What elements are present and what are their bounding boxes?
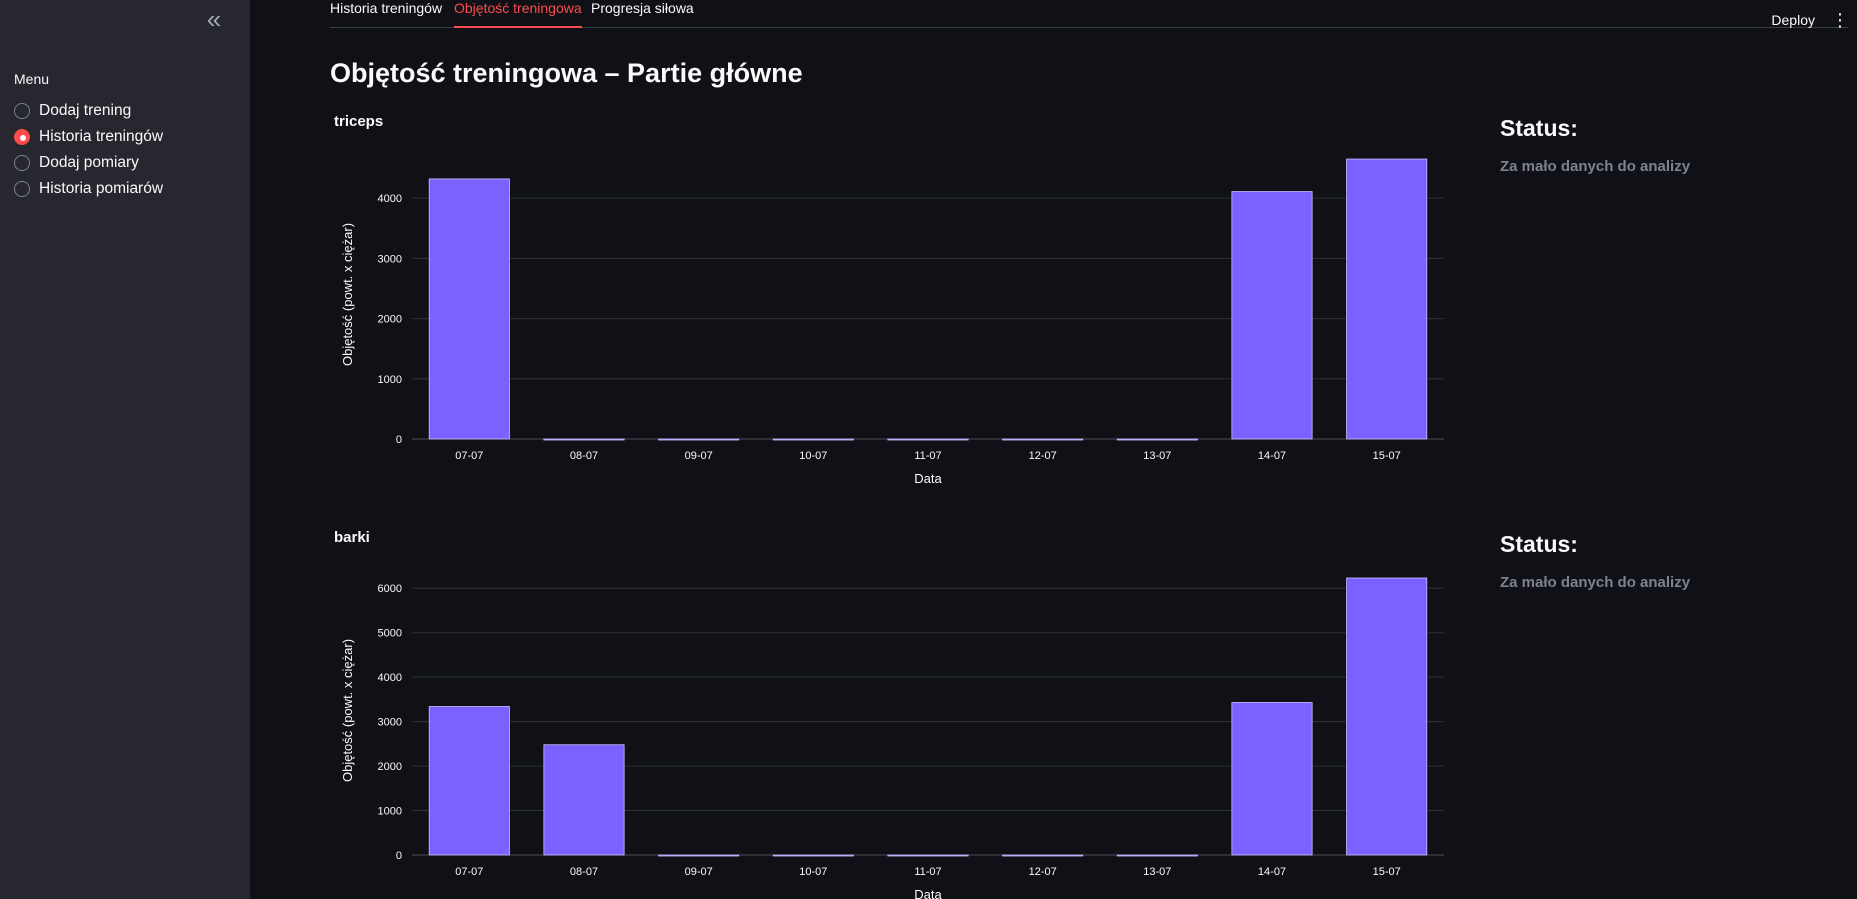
menu-item-label: Historia pomiarów (39, 180, 164, 197)
x-tick-label: 09-07 (685, 866, 713, 878)
bar (428, 706, 510, 856)
bar (1231, 191, 1313, 440)
status-text: Za mało danych do analizy (1500, 158, 1691, 175)
status-title: Status: (1500, 531, 1578, 557)
y-tick-label: 3000 (378, 717, 402, 729)
y-tick-label: 4000 (378, 672, 402, 684)
x-tick-label: 13-07 (1143, 866, 1171, 878)
x-tick-label: 08-07 (570, 450, 598, 462)
x-tick-label: 10-07 (799, 866, 827, 878)
y-tick-label: 2000 (378, 761, 402, 773)
sidebar: « Menu Dodaj trening Historia treningów … (0, 0, 250, 899)
chart-triceps: triceps 0 1000 2000 3000 4000 07-07 08-07 09-07 1… (330, 108, 1450, 528)
y-tick-label: 6000 (378, 583, 402, 595)
x-tick-label: 15-07 (1373, 450, 1401, 462)
menu-item-dodaj-pomiary[interactable]: Dodaj pomiary (14, 150, 163, 176)
x-tick-label: 09-07 (685, 450, 713, 462)
radio-button-selected-icon[interactable] (14, 129, 30, 145)
y-tick-label: 1000 (378, 806, 402, 818)
bar (1002, 438, 1084, 441)
x-tick-label: 13-07 (1143, 450, 1171, 462)
chart-barki: barki 0 1000 2000 3000 4000 5000 6000 07-07 08-07… (330, 524, 1450, 899)
y-tick-label: 0 (396, 850, 402, 862)
kebab-menu-icon[interactable]: ⋮ (1831, 10, 1849, 30)
menu-label: Menu (14, 71, 50, 87)
bar (887, 438, 969, 441)
tab-bar: Historia treningów Objętość treningowa P… (330, 0, 1848, 28)
chart-title: triceps (334, 113, 383, 130)
x-tick-label: 12-07 (1029, 450, 1057, 462)
radio-button-icon[interactable] (14, 181, 30, 197)
chart-title: barki (334, 529, 370, 546)
status-title: Status: (1500, 115, 1578, 141)
y-tick-label: 2000 (378, 314, 402, 326)
chart-svg: barki 0 1000 2000 3000 4000 5000 6000 07-07 08-07… (334, 529, 1444, 899)
bar (428, 178, 510, 440)
bar (1002, 854, 1084, 857)
menu-item-historia-treningow[interactable]: Historia treningów (14, 124, 163, 150)
bar (658, 854, 740, 857)
x-tick-label: 10-07 (799, 450, 827, 462)
y-axis-label: Objętość (powt. x ciężar) (340, 639, 355, 782)
y-tick-label: 4000 (378, 193, 402, 205)
double-chevron-left-icon: « (206, 4, 222, 34)
x-tick-label: 14-07 (1258, 866, 1286, 878)
collapse-sidebar-button[interactable]: « (202, 6, 226, 32)
x-tick-label: 15-07 (1373, 866, 1401, 878)
tab-objetosc-treningowa[interactable]: Objętość treningowa (454, 0, 582, 28)
x-tick-label: 08-07 (570, 866, 598, 878)
bar (1346, 577, 1428, 856)
bar (1231, 702, 1313, 856)
bar (543, 438, 625, 441)
x-tick-label: 07-07 (455, 866, 483, 878)
y-tick-label: 1000 (378, 374, 402, 386)
bar (543, 744, 625, 856)
x-axis-label: Data (914, 471, 942, 486)
x-tick-label: 12-07 (1029, 866, 1057, 878)
menu-item-label: Dodaj pomiary (39, 154, 139, 171)
y-tick-label: 3000 (378, 253, 402, 265)
x-axis-label: Data (914, 887, 942, 899)
status-panel-barki: Status: Za mało danych do analizy (1500, 531, 1800, 591)
bar (1116, 854, 1198, 857)
x-tick-label: 14-07 (1258, 450, 1286, 462)
bar (658, 438, 740, 441)
menu-item-historia-pomiarow[interactable]: Historia pomiarów (14, 176, 163, 202)
x-tick-label: 11-07 (914, 450, 941, 462)
y-tick-label: 5000 (378, 628, 402, 640)
menu-item-label: Historia treningów (39, 128, 164, 145)
tab-progresja-silowa[interactable]: Progresja siłowa (591, 0, 694, 16)
menu-radio-group: Dodaj trening Historia treningów Dodaj p… (14, 98, 163, 202)
status-text: Za mało danych do analizy (1500, 574, 1691, 591)
y-axis-label: Objętość (powt. x ciężar) (340, 223, 355, 366)
bar (1346, 158, 1428, 440)
x-tick-label: 07-07 (455, 450, 483, 462)
chart-svg: triceps 0 1000 2000 3000 4000 07-07 08-07 09-07 1… (334, 113, 1444, 486)
radio-button-icon[interactable] (14, 103, 30, 119)
bar (772, 438, 854, 441)
bar (887, 854, 969, 857)
menu-item-label: Dodaj trening (39, 102, 132, 119)
y-tick-label: 0 (396, 434, 402, 446)
bar (1116, 438, 1198, 441)
deploy-button[interactable]: Deploy (1771, 12, 1815, 28)
tab-historia-treningow[interactable]: Historia treningów (330, 0, 443, 16)
menu-item-dodaj-trening[interactable]: Dodaj trening (14, 98, 163, 124)
bar (772, 854, 854, 857)
radio-button-icon[interactable] (14, 155, 30, 171)
x-tick-label: 11-07 (914, 866, 941, 878)
page-title: Objętość treningowa – Partie główne (330, 58, 803, 88)
status-panel-triceps: Status: Za mało danych do analizy (1500, 115, 1800, 175)
